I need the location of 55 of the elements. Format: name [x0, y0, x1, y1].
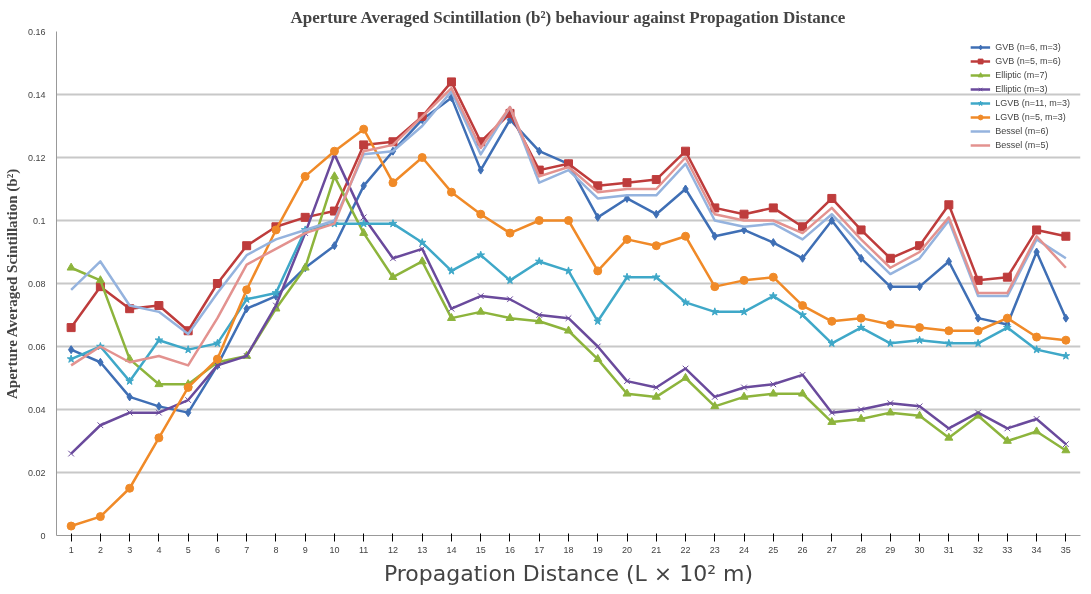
- y-tick-label: 0.1: [32, 215, 46, 226]
- legend-label: Elliptic (m=3): [995, 83, 1048, 95]
- x-tick-label: 13: [417, 544, 428, 555]
- x-tick-label: 5: [185, 544, 191, 555]
- x-tick-label: 30: [914, 544, 925, 555]
- x-tick-label: 31: [943, 544, 954, 555]
- legend-label: Bessel (m=6): [995, 125, 1049, 137]
- y-tick-label: 0.02: [27, 467, 46, 478]
- y-axis-title: Aperture Averaged Scintillation (b²): [3, 168, 21, 399]
- x-tick-label: 22: [680, 544, 691, 555]
- y-tick-label: 0.04: [27, 404, 46, 415]
- y-tick-label: 0.16: [27, 26, 46, 37]
- legend-label: GVB (n=6, m=3): [995, 41, 1061, 53]
- legend-label: Bessel (m=5): [995, 139, 1049, 151]
- x-tick-label: 7: [244, 544, 250, 555]
- x-tick-label: 18: [563, 544, 574, 555]
- x-tick-label: 32: [973, 544, 984, 555]
- x-tick-label: 8: [273, 544, 279, 555]
- x-tick-label: 17: [534, 544, 545, 555]
- x-tick-label: 33: [1002, 544, 1013, 555]
- x-tick-label: 24: [739, 544, 750, 555]
- y-tick-label: 0: [40, 530, 46, 541]
- x-tick-label: 16: [504, 544, 515, 555]
- x-tick-label: 15: [475, 544, 486, 555]
- x-tick-label: 2: [97, 544, 103, 555]
- x-tick-label: 11: [359, 544, 369, 555]
- x-tick-label: 14: [446, 544, 457, 555]
- y-tick-label: 0.12: [27, 152, 46, 163]
- x-tick-label: 10: [329, 544, 340, 555]
- x-tick-label: 6: [214, 544, 220, 555]
- legend-label: LGVB (n=11, m=3): [995, 97, 1070, 109]
- x-tick-label: 21: [651, 544, 662, 555]
- x-tick-label: 12: [387, 544, 398, 555]
- x-tick-label: 9: [302, 544, 308, 555]
- x-tick-label: 3: [127, 544, 133, 555]
- x-tick-label: 29: [885, 544, 896, 555]
- x-axis-title: Propagation Distance (L × 10² m): [383, 560, 754, 586]
- x-tick-label: 4: [156, 544, 162, 555]
- legend-label: LGVB (n=5, m=3): [995, 111, 1066, 123]
- y-tick-label: 0.08: [27, 278, 46, 289]
- x-tick-label: 25: [768, 544, 779, 555]
- x-tick-label: 20: [622, 544, 633, 555]
- chart-title: Aperture Averaged Scintillation (b²) behaviour against Propagation Distance: [290, 7, 846, 27]
- x-tick-label: 35: [1060, 544, 1071, 555]
- x-tick-label: 27: [826, 544, 837, 555]
- legend-label: Elliptic (m=7): [995, 69, 1048, 81]
- x-tick-label: 34: [1031, 544, 1042, 555]
- x-tick-label: 26: [797, 544, 808, 555]
- x-tick-label: 1: [68, 544, 74, 555]
- x-tick-label: 28: [856, 544, 867, 555]
- y-tick-label: 0.06: [27, 341, 46, 352]
- y-tick-label: 0.14: [27, 89, 46, 100]
- legend-label: GVB (n=5, m=6): [995, 55, 1061, 67]
- x-tick-label: 19: [592, 544, 603, 555]
- x-tick-label: 23: [709, 544, 720, 555]
